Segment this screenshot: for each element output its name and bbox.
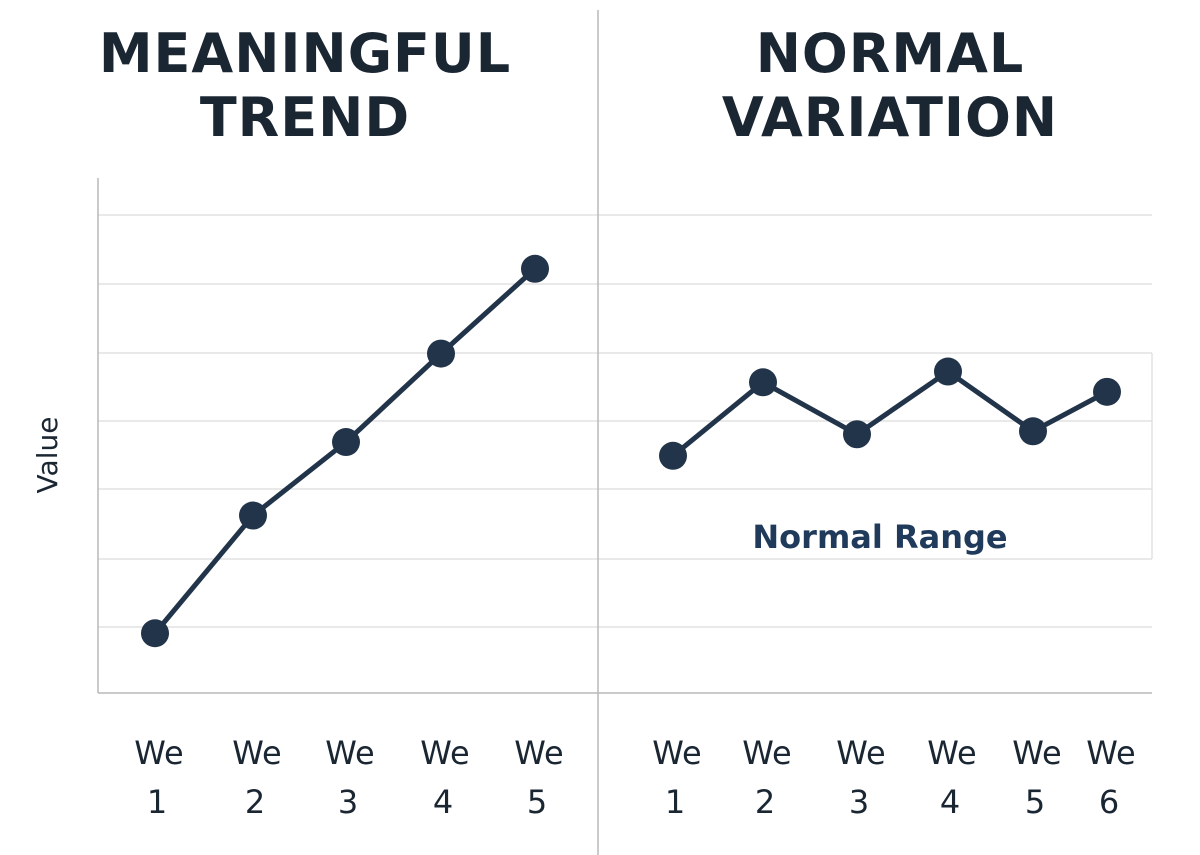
chart-title-line-2: TREND	[199, 86, 411, 149]
x-tick-label: We 4	[927, 734, 976, 821]
x-tick-label: We 5	[1012, 734, 1061, 821]
x-tick-label: We 1	[134, 734, 183, 821]
x-tick-label: We 2	[232, 734, 281, 821]
x-tick-label: We 5	[514, 734, 563, 821]
series-layer	[141, 254, 1121, 648]
data-point	[1019, 417, 1047, 446]
data-point	[1093, 377, 1121, 406]
series-line	[670, 369, 1110, 459]
data-point	[332, 428, 360, 457]
data-point	[749, 368, 777, 397]
chart-title-meaningful-trend: MEANINGFUL TREND	[95, 22, 515, 150]
x-tick-label: We 3	[325, 734, 374, 821]
y-axis-label: Value	[31, 417, 64, 494]
x-tick-label: We 1	[652, 734, 701, 821]
data-point	[659, 441, 687, 470]
data-point	[141, 619, 169, 648]
chart-title-line-1: MEANINGFUL	[98, 22, 512, 85]
data-point	[521, 254, 549, 283]
x-tick-label: We 3	[836, 734, 885, 821]
data-point	[427, 339, 455, 368]
normal-range-annotation: Normal Range	[752, 518, 1007, 556]
label-layer: Value We 1 We 2 We 3 We 4 We 5 We 1 We 2 We 3 We 4 We 5 We 6 No…	[31, 417, 1136, 821]
chart-title-line-2: VARIATION	[721, 86, 1059, 149]
data-point	[239, 501, 267, 530]
chart-title-normal-variation: NORMAL VARIATION	[680, 22, 1100, 150]
gridlines	[98, 214, 1153, 628]
data-point	[843, 420, 871, 449]
chart-title-line-1: NORMAL	[755, 22, 1025, 85]
data-point	[934, 357, 962, 386]
x-tick-label: We 4	[420, 734, 469, 821]
x-tick-label: We 2	[742, 734, 791, 821]
axes	[97, 10, 1152, 855]
x-tick-label: We 6	[1086, 734, 1135, 821]
